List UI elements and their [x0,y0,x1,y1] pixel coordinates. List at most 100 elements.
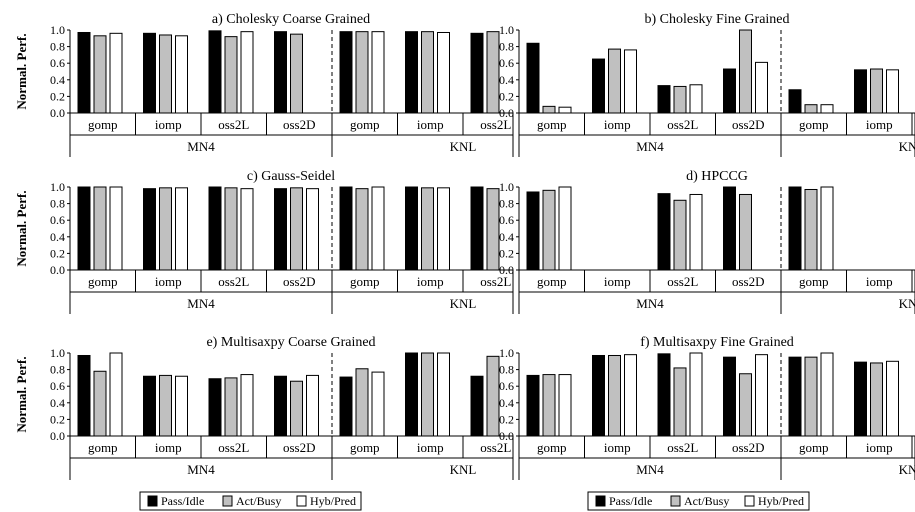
bar [723,186,736,271]
legend-label: Pass/Idle [161,494,204,508]
bar [470,186,484,271]
bar [673,199,687,271]
bar [437,187,450,271]
bar [93,370,107,437]
y-tick-label: 0.6 [499,379,514,393]
legend-right: Pass/Idle Act/Busy Hyb/Pred [587,491,810,511]
bar [820,352,834,437]
bar [339,376,353,437]
bar [592,58,605,114]
bar [437,352,450,437]
group-label: MN4 [636,462,664,477]
bar [624,49,637,114]
y-tick-label: 0.8 [50,40,65,54]
bar [274,188,287,271]
bar [77,31,91,114]
bar [608,48,621,114]
bar [339,31,353,114]
y-tick-label: 0.8 [50,363,65,377]
y-tick-label: 0.4 [50,396,65,410]
chart-title: f) Multisaxpy Fine Grained [640,335,794,350]
y-tick-label: 0.4 [50,73,65,87]
legend-label: Pass/Idle [609,494,652,508]
bar [689,84,703,114]
bar [93,186,107,271]
bar [755,61,768,114]
bar [371,31,385,114]
y-tick-label: 0.0 [499,429,514,443]
bar [208,378,222,437]
category-label: oss2L [667,117,698,132]
bar [788,356,802,437]
bar [755,354,768,437]
y-tick-label: 0.2 [499,89,514,103]
bar [886,360,899,437]
category-label: gomp [799,274,829,289]
bar [886,69,899,114]
chart-panel-3: c) Gauss-Seidel 0.0 0.2 0.4 0.6 0.8 1.0 Normal.… [14,169,514,314]
group-label: KNL [450,139,477,154]
category-label: oss2L [218,274,249,289]
bar [224,187,238,271]
bar [657,353,671,437]
category-label: oss2L [480,440,511,455]
bar [788,89,802,114]
bar [77,186,91,271]
category-label: gomp [88,440,118,455]
legend-label: Hyb/Pred [758,494,804,508]
bar [290,187,303,271]
bar [788,186,802,271]
y-tick-label: 0.8 [499,363,514,377]
bar [143,188,156,271]
bar [542,105,556,114]
bar [405,186,418,271]
y-axis-title: Normal. Perf. [14,190,29,266]
bar [93,35,107,114]
bar [657,85,671,114]
bar [526,191,540,271]
y-axis-title: Normal. Perf. [14,33,29,109]
y-tick-label: 0.4 [499,230,514,244]
bar [804,356,818,437]
group-label: MN4 [636,139,664,154]
category-label: iomp [604,440,631,455]
bar [624,354,637,437]
y-tick-label: 0.0 [50,429,65,443]
y-tick-label: 1.0 [499,346,514,360]
bar [526,374,540,437]
bar [558,374,572,437]
chart-panel-1: a) Cholesky Coarse Grained 0.0 0.2 0.4 0.6 0.… [14,12,514,157]
y-tick-label: 0.8 [50,197,65,211]
category-label: iomp [155,117,182,132]
bar [175,375,188,437]
category-label: oss2L [480,117,511,132]
bar [804,104,818,114]
category-label: gomp [350,440,380,455]
bar [109,186,123,271]
bar [558,106,572,114]
bar [804,188,818,271]
bar [739,193,752,271]
bar [240,31,254,114]
category-label: oss2L [667,440,698,455]
y-tick-label: 0.6 [50,379,65,393]
bar [274,31,287,114]
y-tick-label: 1.0 [50,346,65,360]
bar [673,85,687,114]
bar [306,188,319,271]
bar [405,31,418,114]
chart-title: d) HPCCG [686,169,748,184]
legend-label: Act/Busy [684,494,729,508]
group-label: KNL [899,296,915,311]
bar [542,189,556,271]
y-tick-label: 1.0 [50,180,65,194]
bar [673,367,687,437]
bar [208,186,222,271]
category-label: iomp [866,274,893,289]
bar [421,187,434,271]
category-label: gomp [799,440,829,455]
legend-swatch [744,495,755,507]
y-tick-label: 0.4 [50,230,65,244]
legend-label: Act/Busy [236,494,281,508]
category-label: gomp [799,117,829,132]
